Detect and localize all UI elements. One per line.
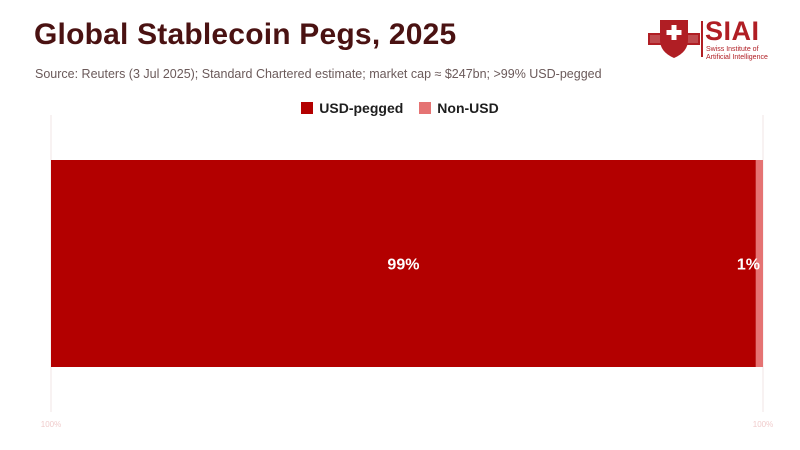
bar-segment-usd	[51, 160, 756, 367]
legend-item-usd: USD-pegged	[301, 100, 403, 116]
logo-divider	[701, 21, 703, 57]
chart-title: Global Stablecoin Pegs, 2025	[34, 18, 457, 51]
shield-icon	[648, 20, 700, 58]
x-tick-label-0: 100%	[41, 420, 61, 429]
siai-logo: SIAI Swiss Institute of Artificial Intel…	[648, 16, 770, 62]
legend-swatch-non-usd	[419, 102, 432, 114]
bar-segment-non-usd	[755, 160, 763, 367]
x-tick-label-1: 100%	[753, 420, 773, 429]
data-label-non-usd: 1%	[737, 257, 760, 274]
legend-swatch-usd	[301, 102, 314, 114]
chart-legend: USD-pegged Non-USD	[0, 100, 800, 116]
data-label-usd: 99%	[387, 257, 419, 274]
chart-subtitle: Source: Reuters (3 Jul 2025); Standard C…	[35, 67, 602, 81]
logo-wordmark: SIAI	[705, 16, 760, 46]
legend-label-usd: USD-pegged	[319, 100, 404, 116]
logo-subtitle: Swiss Institute of Artificial Intelligen…	[706, 46, 770, 62]
logo-sub-line-1: Swiss Institute of	[706, 46, 759, 53]
legend-item-non-usd: Non-USD	[419, 100, 499, 116]
logo-sub-line-2: Artificial Intelligence	[706, 54, 768, 61]
legend-label-non-usd: Non-USD	[437, 100, 499, 116]
